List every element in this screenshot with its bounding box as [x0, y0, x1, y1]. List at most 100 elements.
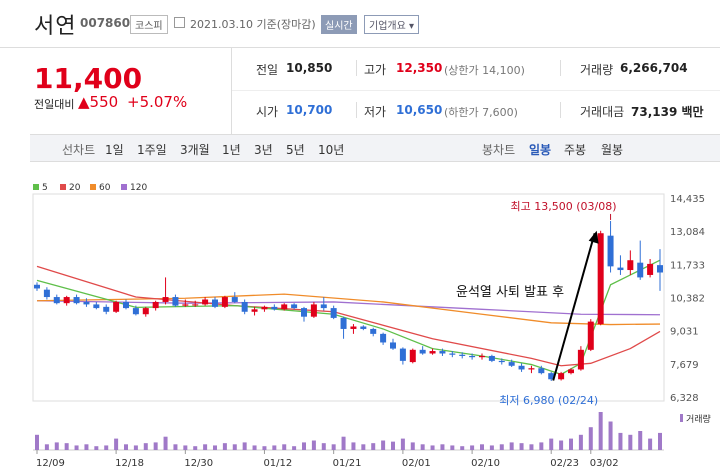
- volume-bar: [361, 444, 366, 450]
- change-label: 전일대비: [34, 98, 75, 111]
- candle-body: [83, 301, 90, 305]
- tab-monthly[interactable]: 월봉: [601, 143, 624, 157]
- candle-body: [132, 308, 139, 315]
- volume-bar: [84, 444, 89, 450]
- x-tick-label: 01/12: [263, 458, 292, 469]
- candle-body: [241, 301, 248, 312]
- volume-bar: [143, 443, 148, 450]
- volume-bar: [480, 444, 484, 450]
- tab-1w[interactable]: 1주일: [137, 143, 167, 157]
- volume-bar: [54, 442, 59, 450]
- volume-bar: [242, 442, 247, 450]
- volume-bar: [529, 444, 534, 450]
- candle-body: [192, 304, 199, 306]
- low-label: 저가: [364, 105, 387, 119]
- candle-body: [538, 368, 545, 374]
- volume-bar: [519, 443, 524, 450]
- open-value: 10,700: [286, 103, 333, 117]
- candle-body: [330, 308, 337, 318]
- candle-body: [508, 362, 515, 366]
- volume-bar: [391, 441, 395, 450]
- legend-ma120: 120: [121, 183, 147, 193]
- high-annotation: 최고 13,500 (03/08): [511, 200, 617, 213]
- volume-bar: [133, 445, 138, 450]
- reference-date: 2021.03.10 기준(장마감): [190, 18, 316, 31]
- tab-5y[interactable]: 5년: [286, 143, 305, 157]
- volume-bar: [420, 444, 425, 450]
- volume-bar: [44, 444, 49, 450]
- tab-3m[interactable]: 3개월: [180, 143, 210, 157]
- volume-bar: [104, 445, 109, 450]
- volume-bar: [203, 444, 208, 450]
- event-note: 윤석열 사퇴 발표 후: [456, 285, 564, 300]
- volume-bar: [450, 445, 455, 450]
- tab-weekly[interactable]: 주봉: [564, 143, 587, 157]
- candle-body: [488, 355, 495, 361]
- candle-body: [439, 351, 446, 354]
- volume-bar: [262, 446, 267, 450]
- high-label: 고가: [364, 63, 387, 77]
- legend-ma20: 20: [60, 183, 80, 193]
- candle-body: [212, 299, 218, 307]
- candle-body: [390, 342, 396, 349]
- volume-value: 6,266,704: [620, 61, 688, 75]
- volume-bar: [648, 438, 653, 450]
- candle-body: [310, 304, 317, 317]
- candle-body: [558, 373, 565, 380]
- stock-code: 007860: [80, 16, 131, 30]
- candle-body: [528, 368, 535, 370]
- realtime-button[interactable]: 실시간: [321, 15, 357, 34]
- lower-limit: (하한가 7,600): [444, 106, 518, 119]
- tab-3y[interactable]: 3년: [254, 143, 273, 157]
- candle-body: [479, 355, 485, 358]
- divider: [356, 102, 357, 118]
- candle-body: [221, 297, 228, 307]
- volume-bar: [232, 444, 237, 450]
- candle-body: [63, 297, 70, 304]
- candle-body: [498, 360, 505, 363]
- volume-bar: [213, 445, 217, 450]
- volume-bar: [124, 444, 128, 450]
- event-arrow: [552, 232, 596, 381]
- x-tick-label: 03/02: [590, 458, 619, 469]
- x-tick-label: 02/10: [471, 458, 500, 469]
- candle-body: [320, 304, 327, 309]
- volume-bar: [74, 445, 79, 450]
- divider: [356, 60, 357, 76]
- candle-body: [617, 267, 624, 271]
- volume-bar: [381, 440, 386, 450]
- tab-1d[interactable]: 1일: [105, 143, 124, 157]
- price-change-percent: +5.07%: [127, 93, 188, 111]
- company-overview-dropdown[interactable]: 기업개요 ▾: [364, 15, 419, 34]
- chart-period-tabs: 선차트 1일 1주일 3개월 1년 3년 5년 10년 봉차트 일봉 주봉 월봉: [30, 134, 720, 162]
- y-tick-label: 7,679: [670, 360, 699, 371]
- volume-bar: [440, 444, 445, 450]
- candle-body: [291, 304, 298, 309]
- candle-body: [657, 265, 663, 273]
- candle-body: [34, 284, 40, 289]
- divider: [232, 90, 720, 91]
- candle-body: [409, 349, 416, 363]
- volume-bar: [331, 444, 336, 450]
- candle-body: [637, 262, 644, 278]
- tab-1y[interactable]: 1년: [222, 143, 241, 157]
- volume-bar: [598, 412, 603, 450]
- candle-body: [152, 301, 159, 309]
- volume-bar: [400, 438, 405, 450]
- trade-amount-value: 73,139 백만: [631, 105, 704, 119]
- candle-body: [419, 349, 426, 354]
- x-tick-label: 02/23: [550, 458, 579, 469]
- x-tick-label: 02/01: [402, 458, 431, 469]
- volume-bar: [371, 443, 376, 450]
- x-tick-label: 12/30: [184, 458, 213, 469]
- x-tick-label: 12/18: [115, 458, 144, 469]
- candle-body: [261, 306, 268, 310]
- tab-daily[interactable]: 일봉: [529, 143, 552, 157]
- volume-bar: [658, 432, 662, 450]
- tab-10y[interactable]: 10년: [318, 143, 345, 157]
- candle-chart-label: 봉차트: [482, 143, 516, 157]
- x-tick-label: 01/21: [333, 458, 362, 469]
- volume-bar: [489, 445, 494, 450]
- low-annotation: 최저 6,980 (02/24): [499, 394, 598, 407]
